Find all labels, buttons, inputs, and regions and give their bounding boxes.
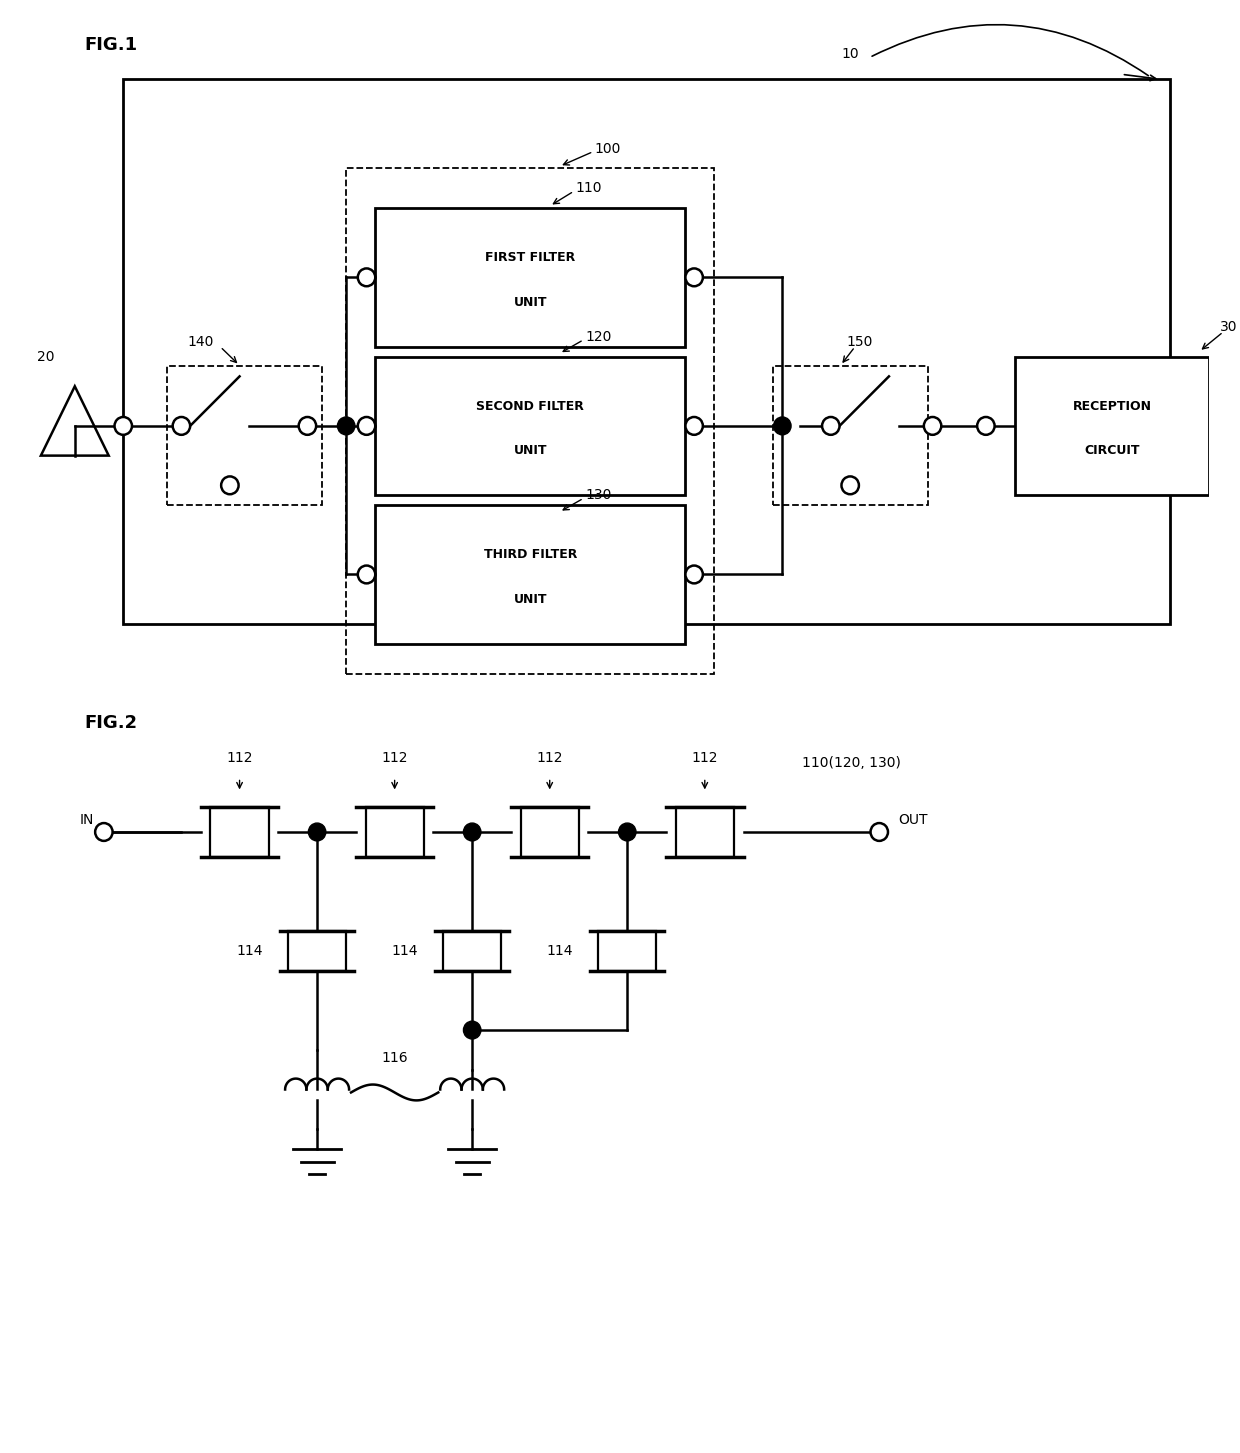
Text: 116: 116 xyxy=(382,1051,408,1065)
Text: UNIT: UNIT xyxy=(513,295,547,308)
Bar xyxy=(376,356,686,495)
Bar xyxy=(376,208,686,347)
Text: UNIT: UNIT xyxy=(513,593,547,606)
Text: 30: 30 xyxy=(1219,320,1238,334)
Circle shape xyxy=(464,822,481,841)
Circle shape xyxy=(358,269,376,286)
Circle shape xyxy=(619,822,636,841)
Text: 10: 10 xyxy=(842,48,859,61)
Text: 112: 112 xyxy=(227,751,253,764)
Circle shape xyxy=(337,417,355,434)
Bar xyxy=(1016,356,1209,495)
Text: FIRST FILTER: FIRST FILTER xyxy=(485,251,575,264)
Text: 112: 112 xyxy=(692,751,718,764)
Text: 140: 140 xyxy=(187,334,215,349)
Circle shape xyxy=(977,417,994,434)
Text: 130: 130 xyxy=(585,488,611,503)
Circle shape xyxy=(822,417,839,434)
Circle shape xyxy=(924,417,941,434)
Circle shape xyxy=(774,417,791,434)
Circle shape xyxy=(464,1021,481,1039)
Circle shape xyxy=(95,822,113,841)
Circle shape xyxy=(686,269,703,286)
Text: 150: 150 xyxy=(847,334,873,349)
Text: 110(120, 130): 110(120, 130) xyxy=(802,756,900,770)
Bar xyxy=(123,80,1171,623)
Text: IN: IN xyxy=(79,814,94,827)
Text: FIG.1: FIG.1 xyxy=(84,35,138,54)
Bar xyxy=(366,808,424,857)
Text: SECOND FILTER: SECOND FILTER xyxy=(476,400,584,413)
Circle shape xyxy=(686,417,703,434)
Bar xyxy=(676,808,734,857)
Text: 110: 110 xyxy=(575,182,601,195)
Bar xyxy=(521,808,579,857)
Text: 100: 100 xyxy=(595,141,621,155)
Text: 114: 114 xyxy=(546,944,573,958)
Text: UNIT: UNIT xyxy=(513,445,547,458)
Circle shape xyxy=(299,417,316,434)
Bar xyxy=(288,931,346,971)
Circle shape xyxy=(114,417,131,434)
Bar xyxy=(443,931,501,971)
Text: 114: 114 xyxy=(391,944,418,958)
Text: RECEPTION: RECEPTION xyxy=(1073,400,1152,413)
Circle shape xyxy=(309,822,326,841)
Text: 112: 112 xyxy=(382,751,408,764)
Bar xyxy=(346,169,714,674)
Text: 120: 120 xyxy=(585,330,611,344)
Circle shape xyxy=(358,417,376,434)
Bar xyxy=(598,931,656,971)
Text: THIRD FILTER: THIRD FILTER xyxy=(484,548,577,561)
Bar xyxy=(211,808,269,857)
Text: CIRCUIT: CIRCUIT xyxy=(1084,445,1140,458)
Circle shape xyxy=(172,417,190,434)
Circle shape xyxy=(358,565,376,584)
Text: FIG.2: FIG.2 xyxy=(84,713,138,732)
Text: 112: 112 xyxy=(537,751,563,764)
Bar xyxy=(376,506,686,644)
Circle shape xyxy=(870,822,888,841)
Circle shape xyxy=(842,477,859,494)
Text: 114: 114 xyxy=(236,944,263,958)
Text: OUT: OUT xyxy=(899,814,929,827)
Text: 20: 20 xyxy=(37,350,55,363)
Bar xyxy=(167,366,322,506)
Circle shape xyxy=(686,565,703,584)
Bar xyxy=(773,366,928,506)
Circle shape xyxy=(221,477,238,494)
